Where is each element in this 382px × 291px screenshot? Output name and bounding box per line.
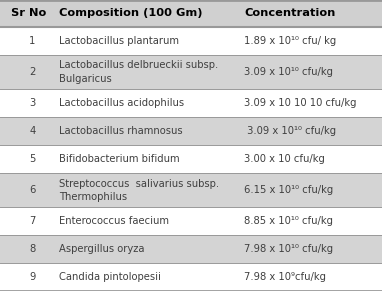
Text: Sr No: Sr No bbox=[11, 8, 47, 18]
Text: 6: 6 bbox=[29, 185, 36, 195]
Text: Concentration: Concentration bbox=[244, 8, 336, 18]
Text: 9: 9 bbox=[29, 272, 36, 282]
Bar bbox=[0, 263, 382, 291]
Text: Aspergillus oryza: Aspergillus oryza bbox=[59, 244, 145, 254]
Bar bbox=[0, 0, 382, 27]
Bar bbox=[0, 145, 382, 173]
Text: 7.98 x 10¹⁰ cfu/kg: 7.98 x 10¹⁰ cfu/kg bbox=[244, 244, 333, 254]
Bar bbox=[0, 89, 382, 117]
Text: 3.09 x 10¹⁰ cfu/kg: 3.09 x 10¹⁰ cfu/kg bbox=[244, 126, 337, 136]
Bar bbox=[0, 55, 382, 89]
Text: 3.00 x 10 cfu/kg: 3.00 x 10 cfu/kg bbox=[244, 154, 325, 164]
Text: Lactobacillus delbrueckii subsp.
Bulgaricus: Lactobacillus delbrueckii subsp. Bulgari… bbox=[59, 60, 219, 84]
Text: 1: 1 bbox=[29, 36, 36, 46]
Text: 4: 4 bbox=[29, 126, 36, 136]
Text: 8: 8 bbox=[29, 244, 36, 254]
Bar bbox=[0, 27, 382, 55]
Text: Streptococcus  salivarius subsp.
Thermophilus: Streptococcus salivarius subsp. Thermoph… bbox=[59, 178, 219, 202]
Bar bbox=[0, 173, 382, 207]
Bar bbox=[0, 235, 382, 263]
Text: 7: 7 bbox=[29, 216, 36, 226]
Text: Composition (100 Gm): Composition (100 Gm) bbox=[59, 8, 203, 18]
Text: Bifidobacterium bifidum: Bifidobacterium bifidum bbox=[59, 154, 180, 164]
Bar bbox=[0, 117, 382, 145]
Text: Candida pintolopesii: Candida pintolopesii bbox=[59, 272, 161, 282]
Text: Lactobacillus plantarum: Lactobacillus plantarum bbox=[59, 36, 179, 46]
Text: 8.85 x 10¹⁰ cfu/kg: 8.85 x 10¹⁰ cfu/kg bbox=[244, 216, 333, 226]
Text: 3: 3 bbox=[29, 98, 36, 108]
Text: Lactobacillus acidophilus: Lactobacillus acidophilus bbox=[59, 98, 185, 108]
Text: 7.98 x 10⁹cfu/kg: 7.98 x 10⁹cfu/kg bbox=[244, 272, 327, 282]
Text: Enterococcus faecium: Enterococcus faecium bbox=[59, 216, 169, 226]
Text: 3.09 x 10 10 10 cfu/kg: 3.09 x 10 10 10 cfu/kg bbox=[244, 98, 357, 108]
Text: 2: 2 bbox=[29, 67, 36, 77]
Text: 1.89 x 10¹⁰ cfu/ kg: 1.89 x 10¹⁰ cfu/ kg bbox=[244, 36, 337, 46]
Bar bbox=[0, 207, 382, 235]
Text: 3.09 x 10¹⁰ cfu/kg: 3.09 x 10¹⁰ cfu/kg bbox=[244, 67, 333, 77]
Text: 5: 5 bbox=[29, 154, 36, 164]
Text: 6.15 x 10¹⁰ cfu/kg: 6.15 x 10¹⁰ cfu/kg bbox=[244, 185, 334, 195]
Text: Lactobacillus rhamnosus: Lactobacillus rhamnosus bbox=[59, 126, 183, 136]
